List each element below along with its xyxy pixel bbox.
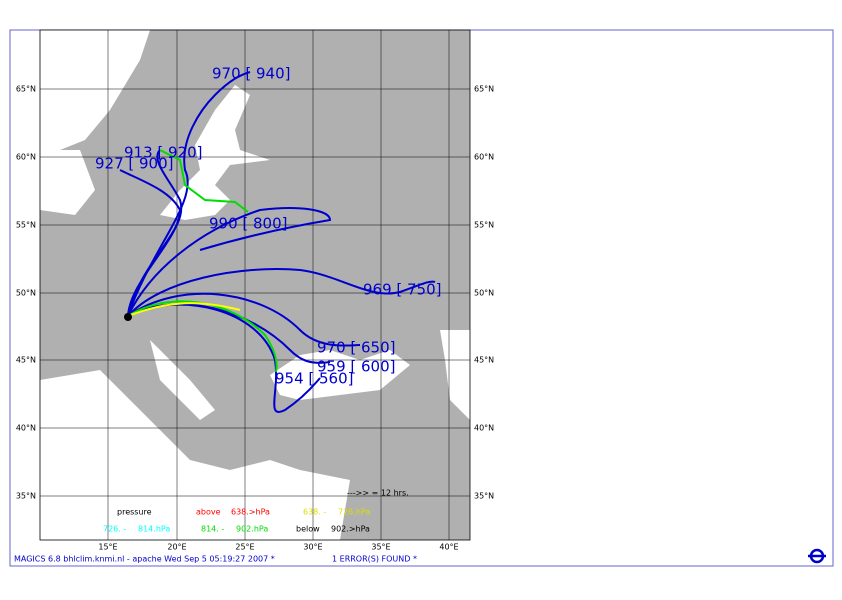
footer-left: MAGICS 6.8 bhlclim.knmi.nl - apache Wed … — [14, 555, 275, 564]
lat-label: 45°N — [16, 356, 36, 365]
trajectory-label: 959 [ 600] — [317, 358, 396, 376]
trajectory-label: 913 [ 920] — [124, 144, 203, 162]
legend-range: 814.hPa — [138, 525, 170, 534]
lat-label: 35°N — [474, 492, 494, 501]
lon-label: 20°E — [167, 543, 186, 552]
trajectories — [119, 71, 436, 413]
lat-label: 50°N — [474, 289, 494, 298]
legend-name: 638. - — [303, 508, 326, 517]
time-note: --->> = 12 hrs. — [347, 489, 409, 498]
map — [39, 29, 471, 541]
legend-name: 726. - — [103, 525, 126, 534]
lon-label: 15°E — [98, 543, 117, 552]
lat-label: 65°N — [474, 85, 494, 94]
trajectory-label: 954 [ 560] — [275, 370, 354, 388]
logo — [808, 548, 826, 564]
footer-right: 1 ERROR(S) FOUND * — [332, 555, 417, 564]
graticule — [40, 30, 470, 540]
lat-label: 65°N — [16, 85, 36, 94]
lon-label: 40°E — [439, 543, 458, 552]
trajectory-label: 970 [ 940] — [212, 65, 291, 83]
trajectory-label: 990 [ 800] — [209, 215, 288, 233]
trajectory-label: 969 [ 750] — [363, 281, 442, 299]
legend-range: 902.>hPa — [331, 525, 370, 534]
lat-label: 35°N — [16, 492, 36, 501]
lat-label: 55°N — [474, 221, 494, 230]
lat-label: 55°N — [16, 221, 36, 230]
lat-label: 40°N — [16, 424, 36, 433]
lat-label: 60°N — [474, 153, 494, 162]
trajectory-label: 927 [ 900] — [95, 155, 174, 173]
legend-title: pressure — [117, 508, 152, 517]
lat-label: 60°N — [16, 153, 36, 162]
lat-label: 45°N — [474, 356, 494, 365]
legend-name: above — [196, 508, 221, 517]
legend-name: 814. - — [201, 525, 224, 534]
legend-range: 902.hPa — [236, 525, 268, 534]
legend-name: below — [296, 525, 320, 534]
legend-range: 726.hPa — [338, 508, 370, 517]
lat-label: 40°N — [474, 424, 494, 433]
trajectory-label: 970 [ 650] — [317, 339, 396, 357]
legend-range: 638.>hPa — [231, 508, 270, 517]
sea — [40, 30, 470, 540]
lon-label: 35°E — [371, 543, 390, 552]
lat-label: 50°N — [16, 289, 36, 298]
lon-label: 25°E — [235, 543, 254, 552]
lon-label: 30°E — [303, 543, 322, 552]
